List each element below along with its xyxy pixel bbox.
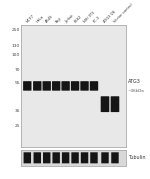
FancyBboxPatch shape <box>101 96 109 112</box>
Text: Raji: Raji <box>54 16 62 24</box>
FancyBboxPatch shape <box>101 152 109 163</box>
FancyBboxPatch shape <box>61 81 70 91</box>
Text: 100: 100 <box>12 54 20 57</box>
Text: PC-3: PC-3 <box>92 15 101 24</box>
FancyBboxPatch shape <box>23 81 32 91</box>
FancyBboxPatch shape <box>33 81 41 91</box>
Text: 25: 25 <box>14 124 20 128</box>
FancyBboxPatch shape <box>90 81 98 91</box>
Text: 130: 130 <box>12 44 20 48</box>
Text: 250: 250 <box>12 28 20 32</box>
FancyBboxPatch shape <box>111 152 119 163</box>
Text: Vector control: Vector control <box>113 3 134 24</box>
FancyBboxPatch shape <box>71 152 79 163</box>
FancyBboxPatch shape <box>24 152 31 163</box>
FancyBboxPatch shape <box>43 81 51 91</box>
Text: ~36kDa: ~36kDa <box>128 89 144 93</box>
FancyBboxPatch shape <box>111 96 119 112</box>
FancyBboxPatch shape <box>90 152 98 163</box>
Text: ATG3: ATG3 <box>128 79 140 84</box>
FancyBboxPatch shape <box>80 81 89 91</box>
FancyBboxPatch shape <box>62 152 69 163</box>
Text: NIH 3T3: NIH 3T3 <box>83 11 96 24</box>
Text: ATG3 OE: ATG3 OE <box>103 10 117 24</box>
Text: 35: 35 <box>14 110 20 113</box>
FancyBboxPatch shape <box>34 152 41 163</box>
FancyBboxPatch shape <box>43 152 50 163</box>
Text: Jurkat: Jurkat <box>64 13 74 24</box>
FancyBboxPatch shape <box>52 81 60 91</box>
Text: 70: 70 <box>14 68 20 72</box>
Text: A549: A549 <box>45 14 54 24</box>
Text: HeLa: HeLa <box>36 14 45 24</box>
Text: K562: K562 <box>73 14 83 24</box>
Text: MCF7: MCF7 <box>26 14 35 24</box>
FancyBboxPatch shape <box>71 81 79 91</box>
FancyBboxPatch shape <box>52 152 60 163</box>
FancyBboxPatch shape <box>81 152 88 163</box>
Text: 55: 55 <box>14 81 20 86</box>
Text: Tubulin: Tubulin <box>128 156 145 160</box>
